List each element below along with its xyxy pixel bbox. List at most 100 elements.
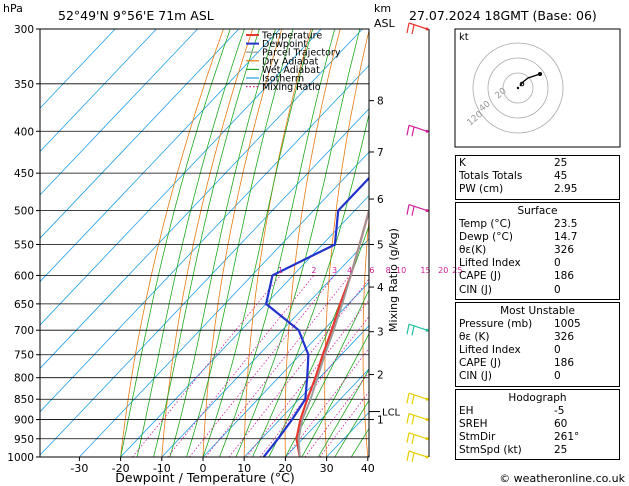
mixing-ratio-label: 25: [452, 266, 462, 275]
surface-row: CAPE (J) 186: [459, 270, 616, 283]
height-tick-label: 1: [377, 415, 384, 427]
height-tick-label: 7: [377, 147, 384, 159]
mixing-ratio-labels: 1 2 3 4 6 8 10 15 20 25: [278, 266, 462, 275]
wind-barb: [406, 124, 429, 137]
hodograph-table-label: StmDir: [459, 431, 496, 443]
temperature-tick-label: -30: [70, 462, 88, 475]
y2-axis-label: Mixing Ratio (g/kg): [387, 228, 400, 332]
surface-title: Surface: [517, 204, 558, 217]
temperature-line: [295, 207, 369, 457]
most-unstable-row: CAPE (J) 186: [459, 357, 616, 370]
indices-value: 45: [554, 170, 568, 183]
mixing-ratio-label: 1: [278, 266, 283, 275]
pressure-tick-label: 650: [14, 299, 34, 311]
indices-row: Totals Totals 45: [459, 170, 616, 183]
isotherm-line: [40, 29, 157, 153]
hodograph-ring: [472, 42, 564, 134]
isotherm-line: [40, 29, 240, 239]
isotherm-line: [40, 29, 322, 326]
indices-value: 25: [554, 157, 568, 169]
legend-entry: Parcel Trajectory: [262, 48, 341, 59]
indices-label: PW (cm): [459, 183, 504, 196]
hodograph-table-value: -5: [554, 404, 565, 417]
temperature-tick-label: 0: [200, 462, 207, 475]
legend-entry: Isotherm: [262, 74, 304, 85]
most-unstable-label: Pressure (mb): [459, 317, 533, 330]
surface-label: Dewp (°C): [459, 230, 513, 243]
isotherm-line: [40, 108, 369, 456]
pressure-axis: 300 350 400 450 500 550 600 650 700 750 800 850 900 9…: [7, 24, 40, 464]
wind-barb: [406, 323, 429, 336]
location-title: 52°49'N 9°56'E 71m ASL: [58, 8, 214, 23]
indices-table: K 25 Totals Totals 45 PW (cm) 2.95: [455, 155, 620, 200]
mixing-ratio-line: [167, 275, 315, 457]
wet-adiabat-line: [153, 29, 260, 457]
surface-value: 0: [554, 257, 561, 270]
wet-adiabat-line: [334, 399, 369, 457]
wind-barbs: [406, 22, 429, 463]
mixing-ratio-label: 15: [420, 266, 430, 275]
pressure-tick-label: 800: [14, 373, 34, 385]
surface-value: 326: [554, 243, 575, 256]
hodograph-trace: [519, 73, 541, 87]
hodograph-table-row: StmDir 261°: [459, 431, 616, 444]
pressure-tick-label: 700: [14, 325, 34, 337]
temperature-tick-label: 20: [278, 462, 292, 475]
copyright: © weatheronline.co.uk: [499, 472, 625, 485]
temperature-tick-label: -20: [112, 462, 130, 475]
most-unstable-label: θε (K): [459, 330, 490, 343]
pressure-unit: hPa: [3, 2, 23, 15]
surface-label: CAPE (J): [459, 270, 502, 283]
legend-entry: Mixing Ratio: [262, 82, 321, 93]
isotherm-line: [40, 29, 281, 283]
wind-barb: [406, 392, 429, 405]
hodograph-table-value: 25: [554, 444, 568, 457]
pressure-tick-label: 600: [14, 270, 34, 282]
hodograph-ring: [487, 57, 549, 119]
hodograph-ring: [502, 72, 534, 104]
wind-barb: [406, 412, 429, 425]
mixing-ratio-label: 6: [369, 266, 374, 275]
hodograph-table-title: Hodograph: [508, 391, 567, 404]
most-unstable-table: Most Unstable Pressure (mb) 1005 θε (K) 326 L…: [455, 301, 620, 387]
height-tick-label: 2: [377, 370, 384, 382]
most-unstable-row: Lifted Index 0: [459, 344, 616, 357]
isotherm-line: [202, 281, 369, 457]
indices-row: PW (cm) 2.95: [459, 183, 616, 196]
dewpoint-line: [262, 176, 369, 457]
mixing-ratio-lines: [132, 275, 369, 457]
hodograph-table-label: EH: [459, 404, 474, 417]
legend-entry: Wet Adiabat: [262, 65, 320, 76]
hodograph: kt 20 40 120: [454, 28, 621, 148]
hodograph-table-label: StmSpd (kt): [459, 444, 522, 457]
surface-row: Lifted Index 0: [459, 257, 616, 270]
temperature-tick-label: 10: [237, 462, 251, 475]
wet-adiabat-line: [186, 29, 294, 457]
isotherm-line: [285, 368, 369, 457]
surface-row: Temp (°C) 23.5: [459, 218, 616, 231]
mixing-ratio-label: 8: [386, 266, 391, 275]
mixing-ratio-line: [228, 278, 369, 457]
height-tick-label: 6: [377, 194, 384, 206]
surface-table: Surface Temp (°C) 23.5 Dewp (°C) 14.7 θε(K) 32…: [455, 201, 620, 300]
lcl-label: LCL: [382, 408, 401, 419]
hodograph-table: Hodograph EH -5 SREH 60 StmDir 261° StmSpd (kt)…: [455, 388, 620, 461]
isotherm-line: [40, 29, 198, 196]
hodograph-table-label: SREH: [459, 417, 488, 430]
most-unstable-value: 1005: [554, 317, 581, 330]
profile-lines: [262, 176, 369, 457]
surface-row: CIN (J) 0: [459, 284, 616, 297]
wet-adiabat-line: [301, 332, 369, 457]
legend-entry: Dry Adiabat: [262, 56, 319, 67]
wind-barb: [406, 22, 429, 35]
legend-entry: Temperature: [261, 31, 322, 42]
mixing-ratio-line: [132, 275, 281, 457]
mixing-ratio-line: [205, 275, 351, 457]
pressure-tick-label: 450: [14, 168, 34, 180]
most-unstable-value: 326: [554, 330, 575, 343]
most-unstable-value: 0: [554, 370, 561, 383]
most-unstable-value: 0: [554, 344, 561, 357]
